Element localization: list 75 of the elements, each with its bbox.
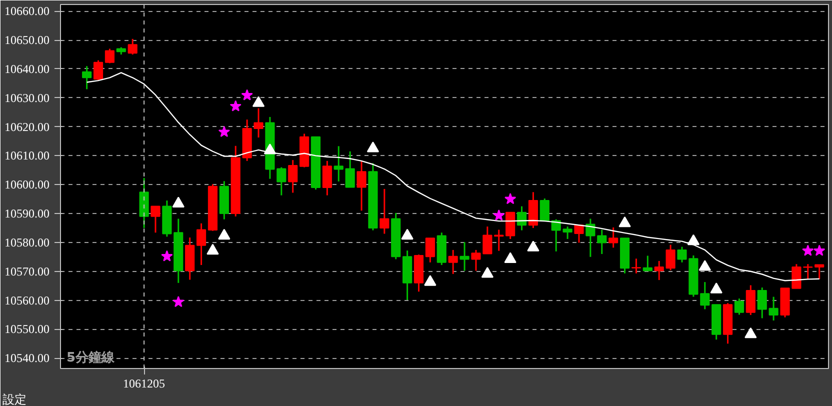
point <box>230 100 242 112</box>
candlestick <box>356 160 366 212</box>
point <box>814 244 826 256</box>
candlestick <box>608 226 618 248</box>
x-tick-label: 1061205 <box>123 376 166 390</box>
y-tick-label: 10650.00 <box>4 33 50 48</box>
candlestick <box>757 286 767 319</box>
candlestick <box>345 150 355 188</box>
point <box>206 244 219 255</box>
point <box>504 252 516 263</box>
candlestick <box>334 145 344 182</box>
candlestick <box>597 228 607 255</box>
candlestick <box>666 244 676 271</box>
text: 設定 <box>2 392 26 406</box>
candlestick <box>104 48 115 64</box>
point <box>687 234 700 246</box>
point <box>366 142 380 152</box>
point <box>710 282 722 294</box>
point <box>618 216 631 228</box>
candlestick <box>746 284 756 316</box>
candlestick <box>322 160 332 196</box>
point <box>504 192 516 204</box>
candlestick <box>82 65 92 90</box>
y-tick-label: 10620.00 <box>4 120 50 134</box>
candlestick <box>506 212 516 240</box>
candlestick <box>494 228 504 252</box>
y-tick-label: 10550.00 <box>4 322 50 336</box>
point <box>161 250 173 262</box>
point <box>218 228 230 240</box>
point <box>218 126 230 138</box>
point <box>424 275 436 286</box>
candlestick <box>460 241 470 272</box>
candlestick <box>448 249 458 275</box>
point <box>802 244 814 256</box>
candlestick <box>586 218 596 258</box>
candlestick <box>380 188 390 235</box>
candlestick <box>631 258 642 274</box>
y-tick-label: 10580.00 <box>4 235 50 250</box>
candlestick <box>196 222 206 266</box>
point <box>172 296 184 308</box>
point <box>698 260 711 271</box>
candlestick <box>150 206 160 234</box>
point <box>172 196 184 208</box>
candlestick <box>700 281 710 310</box>
point <box>493 209 505 221</box>
point <box>252 96 265 107</box>
y-tick-label: 10540.00 <box>4 351 50 366</box>
candlestick <box>734 298 744 316</box>
point <box>241 89 253 100</box>
candlestick <box>128 38 138 56</box>
point <box>744 327 757 338</box>
y-tick-label: 10610.00 <box>4 148 50 163</box>
candlestick <box>254 108 264 138</box>
point <box>481 267 494 278</box>
candlestick <box>425 237 435 264</box>
candlestick <box>768 296 778 322</box>
candlestick <box>93 60 104 82</box>
y-tick-label: 10590.00 <box>4 206 50 221</box>
candlestick <box>540 198 550 222</box>
y-tick-label: 10560.00 <box>4 293 50 308</box>
candlestick <box>574 224 584 244</box>
y-tick-label: 10660.00 <box>4 4 50 18</box>
point <box>401 228 414 240</box>
y-tick-label: 10640.00 <box>4 62 50 76</box>
y-tick-label: 10600.00 <box>4 178 50 192</box>
point <box>527 240 540 252</box>
y-tick-label: 10630.00 <box>4 90 50 105</box>
y-tick-label: 10570.00 <box>4 264 50 278</box>
point <box>264 144 276 154</box>
candlestick <box>642 254 652 272</box>
candlestick <box>276 166 286 196</box>
candlestick <box>288 159 298 194</box>
candlestick <box>803 263 813 280</box>
candlestick <box>814 264 824 280</box>
candlestick <box>654 260 664 281</box>
